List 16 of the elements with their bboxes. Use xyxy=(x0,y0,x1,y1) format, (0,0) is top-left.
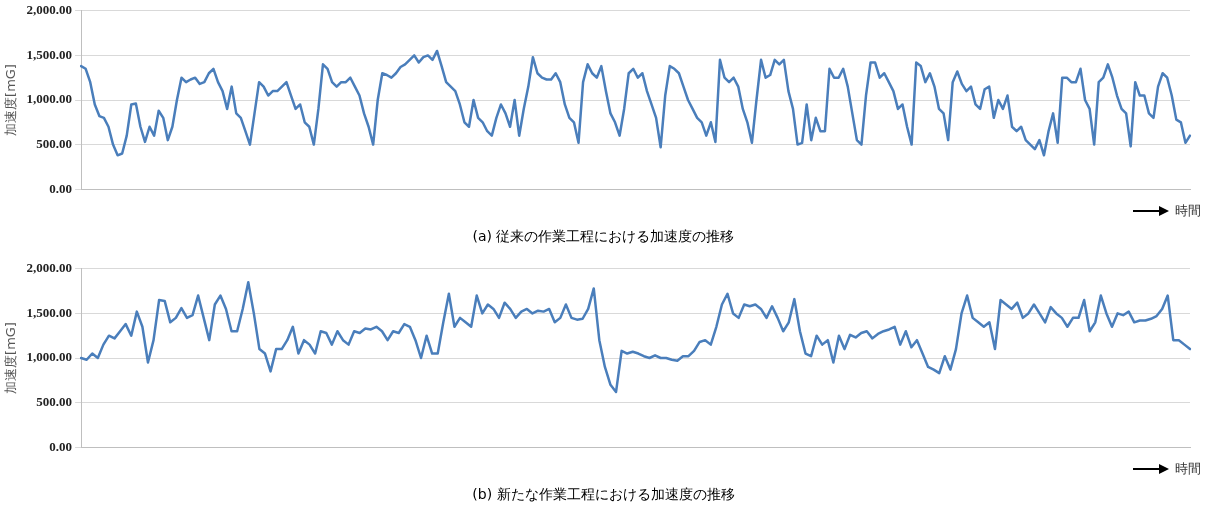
y-axis-title: 加速度[mG] xyxy=(3,64,19,136)
y-tick-label: 1,000.00 xyxy=(26,349,73,365)
x-axis-title: 時間 xyxy=(1175,460,1201,478)
y-tick-label: 2,000.00 xyxy=(26,2,73,18)
text: (b) 新たな作業工程における加速度の推移 xyxy=(471,485,736,504)
y-axis-title: 加速度[mG] xyxy=(3,322,19,394)
x-axis-title: 時間 xyxy=(1175,202,1201,220)
y-tick-label: 500.00 xyxy=(36,393,73,409)
y-tick-label: 1,000.00 xyxy=(26,91,73,107)
y-tick-label: 500.00 xyxy=(36,135,73,151)
y-tick-label: 1,500.00 xyxy=(26,46,73,62)
text: (a) 従来の作業工程における加速度の推移 xyxy=(471,227,736,246)
y-tick-label: 2,000.00 xyxy=(26,260,73,276)
y-tick-label: 0.00 xyxy=(49,180,73,196)
y-tick-label: 1,500.00 xyxy=(26,304,73,320)
y-tick-label: 0.00 xyxy=(49,438,73,454)
